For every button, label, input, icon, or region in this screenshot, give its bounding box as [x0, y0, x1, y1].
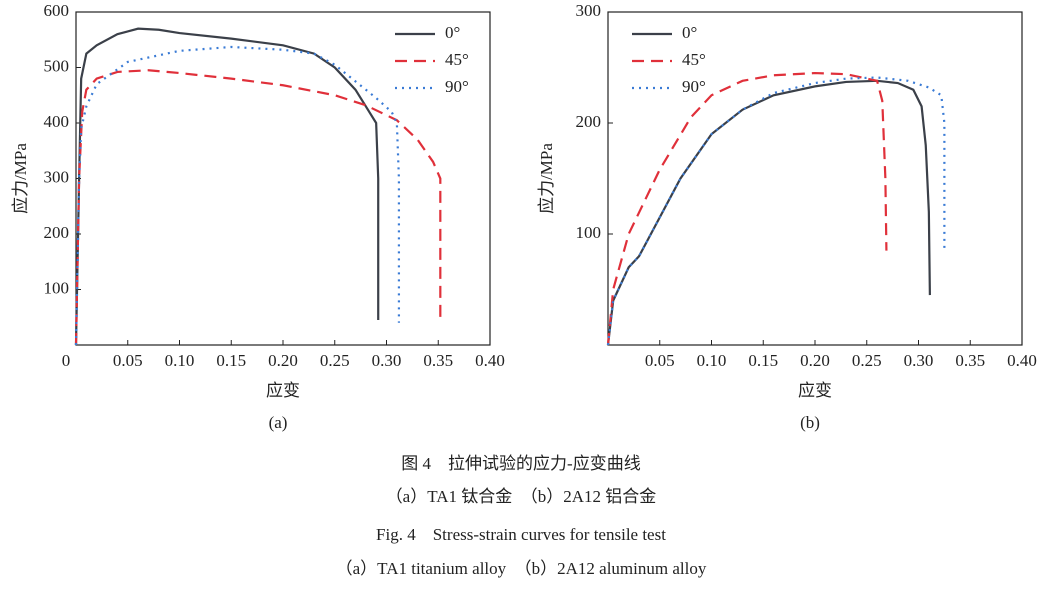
y-tick-label: 500: [44, 56, 70, 75]
y-axis-title: 应力/MPa: [11, 143, 30, 214]
y-axis-title: 应力/MPa: [537, 143, 556, 214]
x-tick-label: 0.05: [645, 351, 675, 370]
x-tick-label: 0.40: [475, 351, 505, 370]
legend-label: 45°: [445, 50, 469, 69]
x-tick-label: 0.25: [320, 351, 350, 370]
x-tick-label: 0.15: [216, 351, 246, 370]
x-tick-label: 0.20: [268, 351, 298, 370]
x-axis-title: 应变: [266, 381, 300, 400]
legend-label: 90°: [445, 77, 469, 96]
subplot-label: (b): [800, 413, 820, 432]
y-tick-label: 100: [44, 278, 70, 297]
caption-cn-parts: （a）TA1 钛合金 （b）2A12 铝合金: [386, 487, 657, 506]
x-tick-label: 0: [62, 351, 71, 370]
data-line: [606, 76, 946, 346]
legend-label: 0°: [682, 23, 697, 42]
x-tick-label: 0.05: [113, 351, 143, 370]
caption-cn-title: 图 4 拉伸试验的应力-应变曲线: [401, 454, 640, 473]
legend-label: 0°: [445, 23, 460, 42]
y-tick-label: 200: [576, 112, 602, 131]
plot-frame: [75, 11, 491, 346]
data-line: [606, 79, 931, 346]
x-tick-label: 0.40: [1007, 351, 1037, 370]
data-line: [606, 71, 888, 346]
x-tick-label: 0.25: [852, 351, 882, 370]
data-line: [74, 27, 380, 346]
y-tick-label: 300: [44, 167, 70, 186]
legend-label: 90°: [682, 77, 706, 96]
subplot-label: (a): [269, 413, 288, 432]
y-tick-label: 300: [576, 1, 602, 20]
x-tick-label: 0.10: [697, 351, 727, 370]
x-tick-label: 0.20: [800, 351, 830, 370]
caption-en-title: Fig. 4 Stress-strain curves for tensile …: [376, 525, 666, 544]
caption-en-parts: （a）TA1 titanium alloy （b）2A12 aluminum a…: [336, 559, 707, 578]
data-line: [74, 69, 442, 346]
x-tick-label: 0.35: [423, 351, 453, 370]
x-axis-title: 应变: [798, 381, 832, 400]
x-tick-label: 0.30: [372, 351, 402, 370]
x-tick-label: 0.10: [165, 351, 195, 370]
y-tick-label: 100: [576, 223, 602, 242]
x-tick-label: 0.15: [748, 351, 778, 370]
data-line: [74, 45, 401, 346]
y-tick-label: 600: [44, 1, 70, 20]
y-tick-label: 200: [44, 223, 70, 242]
x-tick-label: 0.30: [904, 351, 934, 370]
x-tick-label: 0.35: [955, 351, 985, 370]
y-tick-label: 400: [44, 112, 70, 131]
legend-label: 45°: [682, 50, 706, 69]
